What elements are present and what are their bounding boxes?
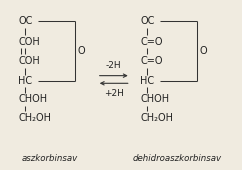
- Text: aszkorbinsav: aszkorbinsav: [22, 154, 78, 163]
- Text: O: O: [77, 46, 85, 56]
- Text: COH: COH: [18, 37, 40, 47]
- Text: dehidroaszkorbinsav: dehidroaszkorbinsav: [133, 154, 222, 163]
- Text: C=O: C=O: [140, 56, 163, 66]
- Text: CHOH: CHOH: [18, 95, 47, 104]
- Text: O: O: [200, 46, 207, 56]
- Text: +2H: +2H: [104, 89, 124, 98]
- Text: OC: OC: [140, 16, 155, 26]
- Text: COH: COH: [18, 56, 40, 66]
- Text: HC: HC: [18, 76, 32, 86]
- Text: CHOH: CHOH: [140, 95, 169, 104]
- Text: OC: OC: [18, 16, 32, 26]
- Text: HC: HC: [140, 76, 154, 86]
- Text: CH₂OH: CH₂OH: [140, 113, 173, 123]
- Text: C=O: C=O: [140, 37, 163, 47]
- Text: CH₂OH: CH₂OH: [18, 113, 51, 123]
- Text: -2H: -2H: [106, 61, 121, 70]
